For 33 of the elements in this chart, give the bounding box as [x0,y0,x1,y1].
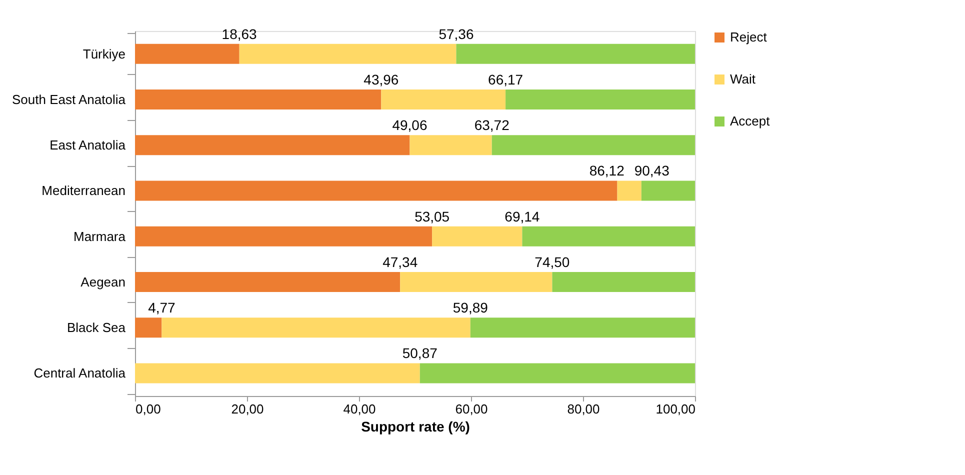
annotation: 50,87 [402,345,438,362]
y-tick-label: South East Anatolia [12,92,126,107]
x-tick-label: 80,00 [567,402,600,416]
annotation: 47,34 [382,254,418,270]
x-axis-title: Support rate (%) [361,418,470,434]
annotation: 53,05 [414,208,450,224]
annotation: 63,72 [474,117,510,134]
y-tick-label: Marmara [73,228,126,244]
x-tick-label: 20,00 [231,402,264,416]
y-tick-label: Central Anatolia [34,366,126,381]
legend-label: Reject [730,30,768,44]
x-tick-label: 40,00 [343,402,376,416]
annotation: 86,12 [589,162,625,179]
x-tick-label: 100,00 [656,402,696,416]
annotation: 43,96 [364,71,399,88]
annotation: 59,89 [452,300,488,316]
annotation: 4,77 [148,300,176,316]
y-tick-label: Aegean [80,274,126,290]
annotation: 49,06 [392,117,428,134]
x-tick-label: 60,00 [455,402,488,416]
y-tick-label: Mediterranean [42,183,126,198]
y-tick-label: East Anatolia [50,138,126,153]
annotation: 90,43 [634,162,670,179]
y-tick-label: Black Sea [66,320,126,336]
annotation: 74,50 [534,254,570,270]
annotation: 57,36 [438,26,474,42]
annotation: 69,14 [504,208,540,224]
y-tick-label: Türkiye [82,46,126,62]
legend-label: Wait [730,72,756,86]
annotation: 18,63 [222,26,258,42]
legend-label: Accept [730,114,770,128]
annotation: 66,17 [488,71,524,88]
x-tick-label: 0,00 [136,402,161,416]
